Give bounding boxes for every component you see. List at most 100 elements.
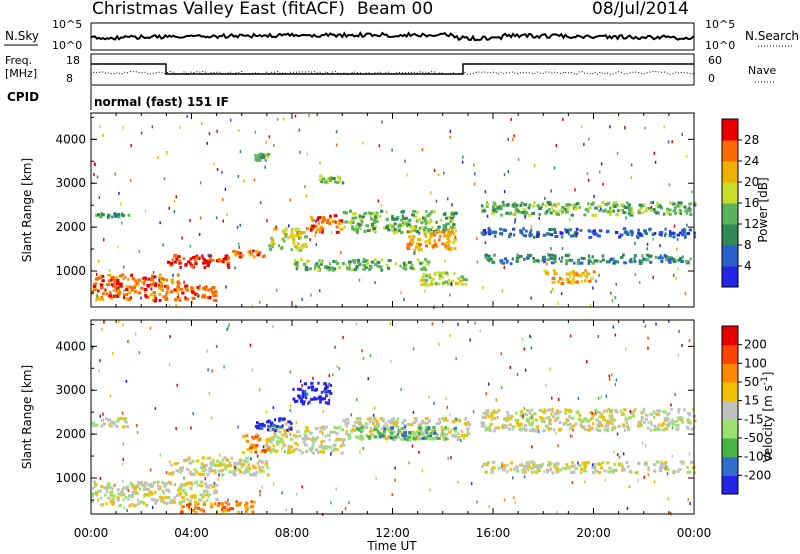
power-cell — [554, 235, 559, 238]
vel-cell — [359, 423, 364, 427]
power-cell — [298, 248, 303, 252]
power-cell — [565, 277, 570, 281]
vel-cell — [313, 396, 316, 400]
vel-cell — [441, 417, 445, 420]
vel-speckle — [688, 339, 691, 343]
vel-cell — [677, 408, 681, 412]
vel-cell — [676, 427, 680, 431]
power-cell — [402, 217, 405, 221]
vel-cell — [507, 417, 512, 421]
power-speckle — [676, 247, 678, 251]
power-speckle — [653, 151, 655, 155]
vel-cell — [637, 422, 640, 426]
power-speckle — [165, 151, 168, 155]
power-cell — [112, 277, 116, 280]
vel-cell — [229, 507, 232, 510]
power-speckle — [600, 162, 603, 166]
vel-cell — [190, 483, 194, 487]
power-speckle — [377, 199, 380, 203]
vel-cell — [671, 418, 674, 422]
vel-cell — [303, 437, 307, 441]
power-cell — [576, 261, 580, 265]
power-cell — [441, 230, 446, 234]
vel-speckle — [272, 325, 274, 328]
power-cell — [639, 207, 643, 211]
vel-cell — [590, 427, 594, 431]
vel-speckle — [591, 463, 594, 467]
vel-cell — [315, 427, 319, 430]
vel-speckle — [557, 444, 559, 448]
vel-cell — [548, 418, 552, 422]
vel-cell — [670, 420, 675, 424]
vel-cell — [138, 487, 142, 491]
power-cell — [401, 223, 405, 227]
power-cell — [121, 213, 125, 217]
power-cell — [399, 225, 402, 229]
power-cell — [207, 288, 210, 292]
vel-cell — [127, 494, 132, 498]
vel-cell — [204, 482, 208, 486]
vel-cell — [514, 418, 519, 422]
power-cell — [127, 291, 132, 295]
vel-speckle — [99, 359, 101, 363]
vel-cell — [128, 504, 132, 508]
velocity-cbar-tick-label: 100 — [744, 356, 767, 370]
vel-cell — [408, 435, 411, 439]
vel-speckle — [689, 502, 691, 505]
power-cell — [613, 201, 618, 205]
power-cell — [321, 177, 326, 181]
vel-cell — [107, 482, 111, 486]
vel-speckle — [211, 369, 213, 373]
vel-cell — [483, 462, 487, 466]
vel-cell — [185, 467, 190, 471]
power-speckle — [315, 243, 318, 247]
vel-speckle — [165, 471, 168, 474]
vel-cell — [382, 424, 386, 428]
vel-speckle — [296, 492, 298, 496]
power-cell — [575, 202, 580, 206]
power-cell — [584, 269, 587, 273]
power-speckle — [282, 117, 285, 121]
vel-cell — [583, 427, 587, 431]
power-cell — [587, 254, 590, 258]
power-cell — [158, 299, 162, 302]
vel-cell — [625, 461, 629, 464]
vel-cell — [214, 463, 218, 467]
power-cell — [515, 259, 519, 263]
power-cell — [425, 283, 430, 287]
power-cell — [318, 259, 321, 263]
vel-cell — [382, 434, 385, 438]
vel-cell — [383, 427, 387, 431]
power-cell — [285, 232, 288, 236]
power-cell — [176, 290, 179, 294]
vel-cell — [457, 432, 460, 436]
power-cell — [485, 203, 489, 207]
power-cell — [177, 259, 182, 263]
power-cell — [627, 203, 630, 207]
power-cell — [689, 257, 692, 261]
power-speckle — [579, 205, 581, 209]
power-speckle — [175, 195, 177, 199]
vel-cell — [570, 464, 573, 468]
vel-cell — [201, 508, 204, 512]
power-cell — [341, 181, 345, 185]
power-cell — [512, 212, 515, 216]
power-cell — [400, 231, 404, 234]
vel-speckle — [251, 368, 254, 372]
vel-cell — [666, 417, 670, 421]
vel-cell — [585, 418, 589, 422]
power-cell — [584, 208, 589, 212]
power-cell — [295, 247, 300, 251]
power-cell — [380, 268, 384, 272]
power-cell — [444, 271, 448, 275]
power-speckle — [268, 135, 271, 139]
power-cell — [122, 293, 126, 297]
vel-cell — [245, 434, 249, 438]
vel-speckle — [687, 498, 689, 502]
vel-cell — [271, 423, 276, 427]
power-cell — [574, 271, 577, 275]
power-cell — [413, 215, 418, 219]
power-cell — [350, 219, 354, 223]
vel-cell — [415, 416, 418, 420]
power-speckle — [298, 128, 301, 132]
